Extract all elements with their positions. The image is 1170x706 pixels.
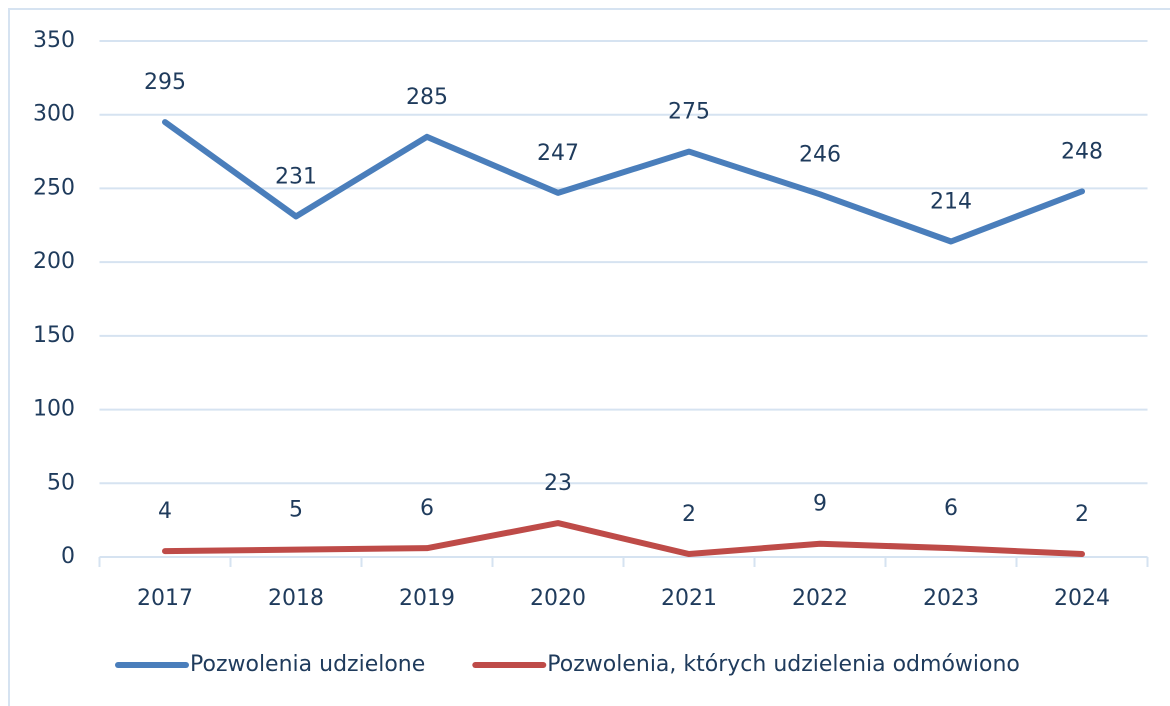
x-tick-label: 2017 bbox=[137, 586, 193, 611]
data-label: 2 bbox=[1075, 502, 1089, 527]
data-label: 285 bbox=[406, 85, 448, 110]
data-label: 9 bbox=[813, 492, 827, 517]
series-line bbox=[162, 119, 1085, 245]
x-tick-label: 2021 bbox=[661, 586, 717, 611]
chart-border bbox=[8, 8, 1170, 706]
y-tick-label: 50 bbox=[47, 470, 75, 495]
data-label: 231 bbox=[275, 164, 317, 189]
data-label: 247 bbox=[537, 141, 579, 166]
x-tick-label: 2018 bbox=[268, 586, 324, 611]
x-tick-label: 2022 bbox=[792, 586, 848, 611]
x-tick-label: 2020 bbox=[530, 586, 586, 611]
y-tick-label: 100 bbox=[33, 397, 75, 422]
data-label: 275 bbox=[668, 100, 710, 125]
data-label: 246 bbox=[799, 142, 841, 167]
y-tick-label: 150 bbox=[33, 323, 75, 348]
data-label: 248 bbox=[1061, 139, 1103, 164]
data-label: 2 bbox=[682, 502, 696, 527]
data-label: 6 bbox=[944, 496, 958, 521]
series-line bbox=[162, 520, 1085, 558]
x-tick-label: 2024 bbox=[1054, 586, 1110, 611]
data-label: 6 bbox=[420, 496, 434, 521]
data-label: 214 bbox=[930, 190, 972, 215]
legend-label: Pozwolenia, których udzielenia odmówiono bbox=[547, 652, 1020, 677]
x-tick-label: 2023 bbox=[923, 586, 979, 611]
y-tick-label: 200 bbox=[33, 249, 75, 274]
y-tick-label: 250 bbox=[33, 175, 75, 200]
data-label: 4 bbox=[158, 499, 172, 524]
y-tick-label: 350 bbox=[33, 28, 75, 53]
data-label: 23 bbox=[544, 471, 572, 496]
y-tick-label: 300 bbox=[33, 102, 75, 127]
y-tick-label: 0 bbox=[61, 544, 75, 569]
data-label: 295 bbox=[144, 70, 186, 95]
data-label: 5 bbox=[289, 498, 303, 523]
x-tick-label: 2019 bbox=[399, 586, 455, 611]
legend-label: Pozwolenia udzielone bbox=[190, 652, 425, 677]
